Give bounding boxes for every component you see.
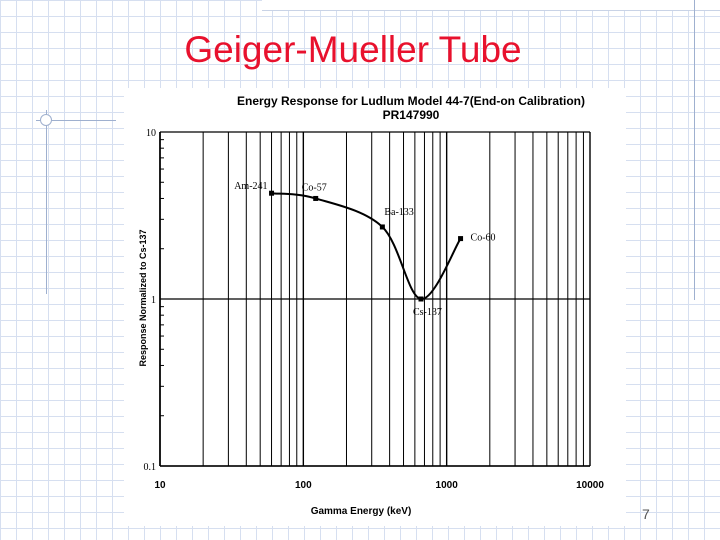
top-decoration-bar: [262, 0, 720, 11]
data-point-label: Co-57: [302, 182, 327, 193]
y-tick-label: 10: [146, 128, 156, 139]
data-point-label: Ba-133: [384, 207, 413, 218]
chart-title: Energy Response for Ludlum Model 44-7(En…: [237, 94, 585, 108]
decoration-circle-icon: [40, 114, 52, 126]
data-point-label: Co-60: [471, 233, 496, 244]
chart-subtitle: PR147990: [383, 108, 440, 122]
energy-response-chart: Energy Response for Ludlum Model 44-7(En…: [138, 94, 605, 517]
left-decoration-vertical-line: [46, 110, 47, 294]
slide-title: Geiger-Mueller Tube: [184, 29, 522, 70]
grid-layer: [159, 131, 591, 467]
data-point-marker: [313, 195, 319, 201]
y-tick-label: 1: [151, 295, 156, 306]
data-point-label: Am-241: [234, 181, 267, 192]
data-point-marker: [269, 190, 275, 196]
x-tick-label: 10: [154, 480, 166, 491]
data-point-marker: [379, 224, 385, 230]
x-tick-label: 1000: [436, 480, 459, 491]
data-point-marker: [458, 236, 464, 242]
data-point-label: Cs-137: [413, 307, 442, 318]
page-number: 7: [642, 506, 650, 522]
tick-label-layer: 10 100 1000 10000 10 1 0.1: [144, 128, 605, 491]
x-tick-label: 10000: [576, 480, 604, 491]
marker-layer: [269, 190, 464, 302]
x-axis-label: Gamma Energy (keV): [311, 506, 412, 517]
data-point-marker: [418, 296, 424, 302]
y-axis-label: Response Normalized to Cs-137: [138, 229, 148, 366]
label-layer: Am-241 Co-57 Ba-133 Cs-137 Co-60: [234, 181, 495, 318]
y-tick-label: 0.1: [144, 462, 157, 473]
chart-panel: Energy Response for Ludlum Model 44-7(En…: [124, 88, 626, 526]
x-tick-label: 100: [295, 480, 312, 491]
left-decoration-horizontal-line: [36, 120, 116, 121]
response-curve: [271, 192, 462, 300]
right-decoration-line: [694, 0, 695, 300]
curve-layer: [271, 192, 462, 300]
